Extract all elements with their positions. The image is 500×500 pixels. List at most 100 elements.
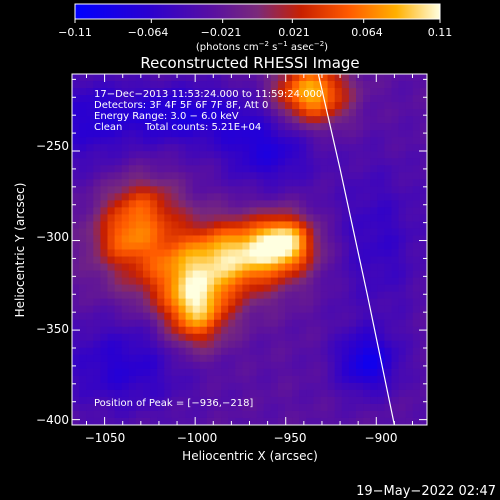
heatmap-cell [263, 249, 272, 258]
heatmap-cell [384, 109, 393, 117]
heatmap-cell [135, 284, 144, 293]
heatmap-cell [299, 389, 307, 398]
heatmap-cell [412, 207, 421, 215]
heatmap-cell [72, 319, 80, 328]
heatmap-cell [107, 179, 116, 187]
heatmap-cell [398, 256, 407, 265]
heatmap-cell [157, 403, 165, 412]
heatmap-cell [256, 333, 265, 342]
heatmap-cell [86, 200, 94, 208]
heatmap-cell [192, 284, 201, 293]
heatmap-cell [277, 116, 286, 124]
heatmap-cell [249, 179, 258, 187]
heatmap-cell [306, 249, 314, 258]
heatmap-cell [313, 340, 322, 349]
heatmap-cell [135, 354, 144, 363]
heatmap-cell [86, 340, 94, 349]
heatmap-cell [348, 137, 357, 145]
heatmap-cell [164, 249, 172, 258]
y-tick-labels: −250 −300 −350 −400 [36, 139, 69, 427]
annotation-total-counts: Total counts: 5.21E+04 [144, 122, 261, 133]
heatmap-cell [100, 263, 109, 272]
heatmap-cell [320, 172, 329, 180]
heatmap-cell [270, 74, 279, 82]
heatmap-cell [228, 200, 236, 208]
heatmap-cell [157, 235, 165, 244]
heatmap-cell [356, 207, 364, 215]
heatmap-cell [334, 347, 343, 356]
heatmap-cell [221, 375, 229, 384]
heatmap-cell [178, 116, 187, 124]
heatmap-cell [199, 88, 208, 96]
heatmap-cell [185, 333, 194, 342]
heatmap-cell [327, 200, 336, 208]
heatmap-cell [398, 403, 407, 412]
heatmap-cell [164, 256, 172, 265]
heatmap-cell [121, 305, 130, 314]
heatmap-cell [185, 200, 194, 208]
heatmap-cell [341, 361, 350, 370]
heatmap-cell [135, 403, 144, 412]
heatmap-cell [121, 347, 130, 356]
heatmap-cell [107, 417, 116, 425]
heatmap-cell [299, 354, 307, 363]
heatmap-cell [377, 319, 385, 328]
heatmap-cell [185, 312, 194, 321]
heatmap-cell [398, 95, 407, 103]
heatmap-cell [348, 256, 357, 265]
heatmap-cell [313, 347, 322, 356]
heatmap-cell [398, 228, 407, 237]
heatmap-cell [370, 403, 378, 412]
heatmap-cell [235, 347, 243, 356]
heatmap-cell [206, 417, 215, 425]
heatmap-cell [320, 326, 329, 335]
heatmap-cell [292, 193, 300, 201]
heatmap-cell [391, 333, 400, 342]
heatmap-cell [164, 291, 172, 300]
heatmap-cell [157, 214, 165, 223]
heatmap-cell [306, 284, 314, 293]
heatmap-cell [135, 207, 144, 215]
heatmap-cell [320, 193, 329, 201]
heatmap-cell [214, 389, 222, 398]
heatmap-cell [412, 354, 421, 363]
heatmap-cell [398, 144, 407, 152]
heatmap-cell [348, 74, 357, 82]
heatmap-cell [348, 109, 357, 117]
heatmap-cell [348, 179, 357, 187]
heatmap-cell [285, 291, 293, 300]
heatmap-cell [121, 284, 130, 293]
heatmap-cell [263, 172, 272, 180]
heatmap-cell [370, 291, 378, 300]
heatmap-cell [256, 340, 265, 349]
annotation-method: Clean [94, 122, 122, 133]
heatmap-cell [164, 172, 172, 180]
heatmap-cell [334, 193, 343, 201]
heatmap-cell [214, 263, 222, 272]
heatmap-cell [292, 186, 300, 194]
heatmap-cell [405, 242, 414, 251]
heatmap-cell [306, 151, 314, 159]
heatmap-cell [370, 130, 378, 138]
heatmap-cell [306, 186, 314, 194]
heatmap-cell [277, 207, 286, 215]
heatmap-cell [327, 214, 336, 223]
heatmap-cell [285, 347, 293, 356]
heatmap-cell [164, 95, 172, 103]
heatmap-cell [299, 88, 307, 96]
heatmap-cell [235, 200, 243, 208]
heatmap-cell [412, 417, 421, 425]
heatmap-cell [178, 228, 187, 237]
heatmap-cell [157, 298, 165, 307]
heatmap-cell [86, 95, 94, 103]
heatmap-cell [384, 305, 393, 314]
heatmap-cell [164, 368, 172, 377]
heatmap-cell [256, 249, 265, 258]
heatmap-cell [143, 137, 151, 145]
heatmap-cell [86, 305, 94, 314]
heatmap-cell [356, 165, 364, 173]
heatmap-cell [398, 186, 407, 194]
heatmap-cell [185, 109, 194, 117]
heatmap-cell [150, 74, 158, 82]
heatmap-cell [348, 95, 357, 103]
